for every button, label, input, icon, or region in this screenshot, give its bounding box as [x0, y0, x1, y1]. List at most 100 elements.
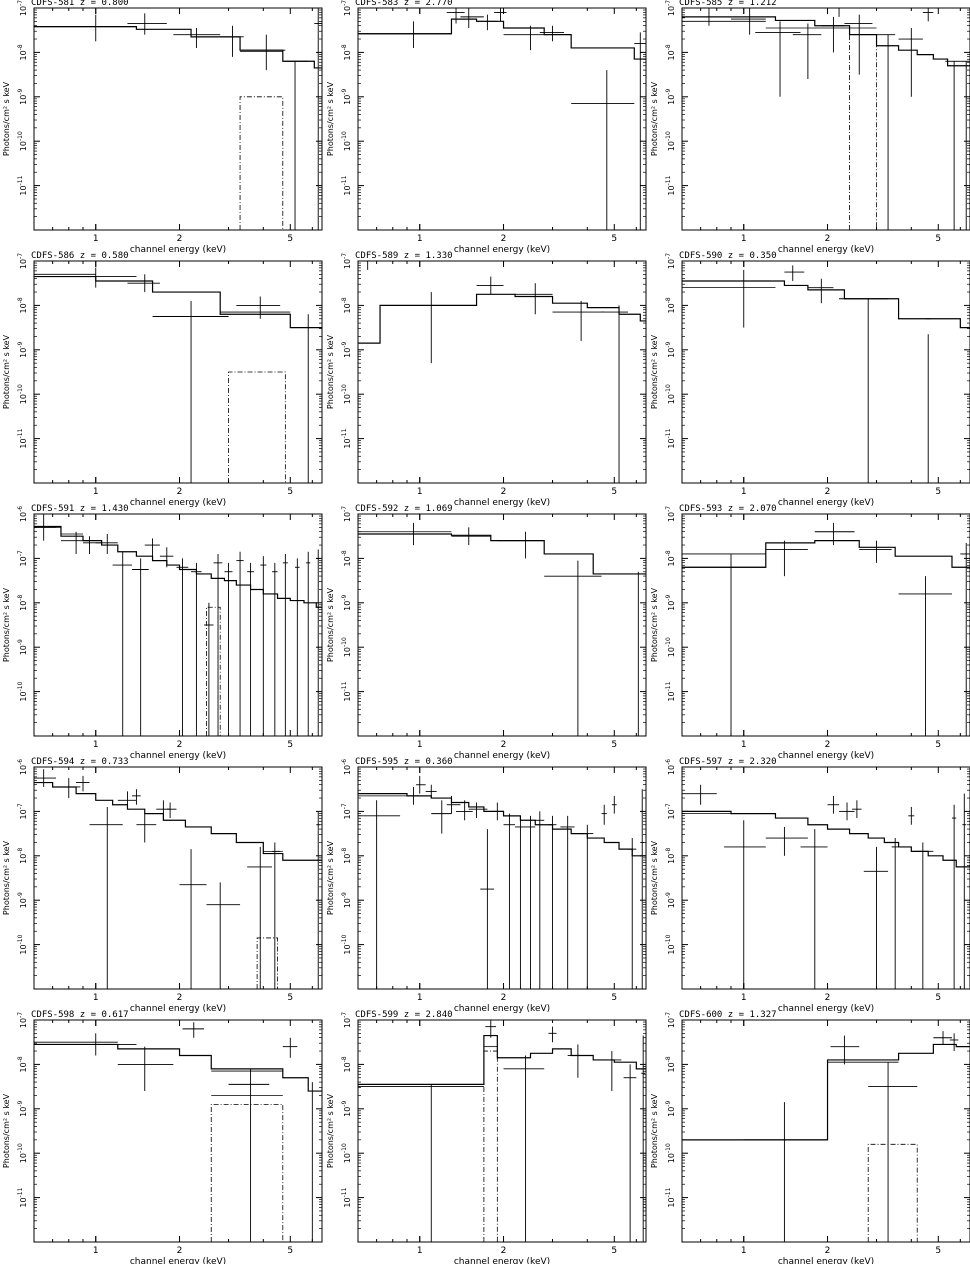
panel-title: CDFS-593 z = 2.070 — [679, 504, 777, 514]
plot-frame — [357, 766, 647, 990]
y-tick-label: 10-7 — [341, 506, 352, 522]
panel-title: CDFS-583 z = 2.770 — [355, 0, 453, 8]
y-tick-label: 10-8 — [17, 1056, 28, 1072]
data-point — [60, 531, 90, 554]
spectrum-panel: CDFS-585 z = 1.212 1 2 5 channel energy (keV… — [648, 0, 970, 255]
model-line — [34, 1043, 322, 1092]
data-point — [800, 829, 828, 989]
data-point — [295, 558, 300, 736]
plot-frame — [681, 513, 970, 737]
plot-frame — [357, 1019, 647, 1243]
plot-frame — [357, 7, 647, 231]
data-point — [601, 804, 607, 825]
data-point — [282, 1037, 298, 1058]
data-point — [859, 540, 892, 563]
data-point — [425, 784, 437, 799]
y-tick-label: 10-10 — [341, 131, 352, 151]
y-tick-label: 10-8 — [665, 1056, 676, 1072]
plot-frame — [33, 1019, 323, 1243]
model-line — [358, 533, 646, 575]
y-axis-label: Photons/cm² s keV — [326, 334, 335, 409]
data-point — [891, 838, 899, 989]
data-point — [682, 553, 766, 736]
y-tick-label: 10-8 — [17, 595, 28, 611]
panel-title: CDFS-590 z = 0.350 — [679, 251, 777, 261]
data-point — [898, 27, 923, 97]
y-tick-label: 10-7 — [341, 803, 352, 819]
line-component — [210, 1103, 284, 1242]
data-point — [949, 1033, 959, 1052]
x-tick-label: 5 — [287, 1246, 293, 1256]
panel-title: CDFS-589 z = 1.330 — [355, 251, 453, 261]
data-point — [515, 815, 526, 989]
spectrum-panel: CDFS-590 z = 0.350 1 2 5 channel energy (keV… — [648, 251, 970, 508]
x-axis-label: channel energy (keV) — [454, 751, 550, 761]
data-point — [407, 786, 420, 805]
model-line — [682, 540, 970, 568]
data-point — [765, 826, 808, 856]
spectrum-plot: 1 2 5 channel energy (keV) 10-11 10-10 10-9 10-… — [650, 253, 970, 508]
spectrum-plot: 1 2 5 channel energy (keV) 10-11 10-10 10-9 10-… — [326, 1012, 647, 1264]
data-point — [490, 802, 504, 821]
data-point — [784, 265, 805, 281]
y-tick-label: 10-6 — [665, 759, 676, 775]
data-point — [485, 1020, 497, 1038]
data-point — [152, 300, 229, 483]
data-point — [285, 60, 309, 230]
spectrum-plot: 1 2 5 channel energy (keV) 10-11 10-10 10-9 10-… — [650, 1012, 970, 1264]
y-axis-label: Photons/cm² s keV — [326, 587, 335, 662]
y-tick-label: 10-10 — [17, 681, 28, 701]
line-component — [206, 606, 221, 736]
x-tick-label: 1 — [741, 1246, 747, 1256]
spectrum-plot: 1 2 5 channel energy (keV) 10-11 10-10 10-9 10-… — [650, 0, 970, 255]
x-tick-label: 1 — [741, 740, 747, 750]
data-point — [503, 1055, 545, 1242]
data-point — [136, 813, 157, 843]
data-point — [830, 1035, 860, 1065]
x-tick-label: 1 — [93, 740, 99, 750]
y-axis-label: Photons/cm² s keV — [2, 840, 11, 915]
data-point — [503, 813, 516, 989]
data-point — [755, 21, 801, 97]
x-tick-label: 2 — [825, 234, 831, 244]
data-point — [228, 1068, 270, 1242]
data-point — [247, 846, 273, 989]
data-point — [640, 789, 645, 989]
data-point — [951, 804, 957, 989]
y-tick-label: 10-7 — [665, 1012, 676, 1028]
spectrum-panel: CDFS-586 z = 0.580 1 2 5 channel energy (keV… — [0, 251, 323, 508]
y-tick-label: 10-10 — [665, 131, 676, 151]
data-point — [272, 842, 281, 989]
y-axis-label: Photons/cm² s keV — [2, 1093, 11, 1168]
y-tick-label: 10-6 — [341, 759, 352, 775]
data-point — [494, 8, 507, 22]
x-tick-label: 2 — [501, 234, 507, 244]
y-axis-label: Photons/cm² s keV — [2, 587, 11, 662]
y-axis-label: Photons/cm² s keV — [2, 334, 11, 409]
x-tick-label: 2 — [177, 487, 183, 497]
y-tick-label: 10-11 — [665, 175, 676, 195]
x-axis-label: channel energy (keV) — [778, 498, 874, 508]
x-axis-label: channel energy (keV) — [778, 751, 874, 761]
data-point — [960, 542, 970, 736]
data-point — [497, 531, 545, 559]
data-point — [173, 27, 221, 48]
data-point — [503, 25, 549, 51]
x-tick-label: 1 — [93, 1246, 99, 1256]
data-point — [515, 283, 553, 315]
y-axis-label: Photons/cm² s keV — [650, 334, 659, 409]
data-point — [682, 7, 732, 26]
y-tick-label: 10-9 — [665, 342, 676, 358]
x-tick-label: 1 — [741, 993, 747, 1003]
y-tick-label: 10-9 — [341, 595, 352, 611]
y-tick-label: 10-9 — [341, 89, 352, 105]
y-tick-label: 10-6 — [17, 506, 28, 522]
data-point — [117, 791, 137, 810]
y-tick-label: 10-7 — [665, 253, 676, 269]
y-tick-label: 10-11 — [341, 681, 352, 701]
data-point — [567, 1044, 588, 1078]
x-tick-label: 2 — [177, 234, 183, 244]
data-point — [627, 838, 637, 989]
line-component — [228, 371, 286, 483]
data-point — [240, 34, 286, 71]
